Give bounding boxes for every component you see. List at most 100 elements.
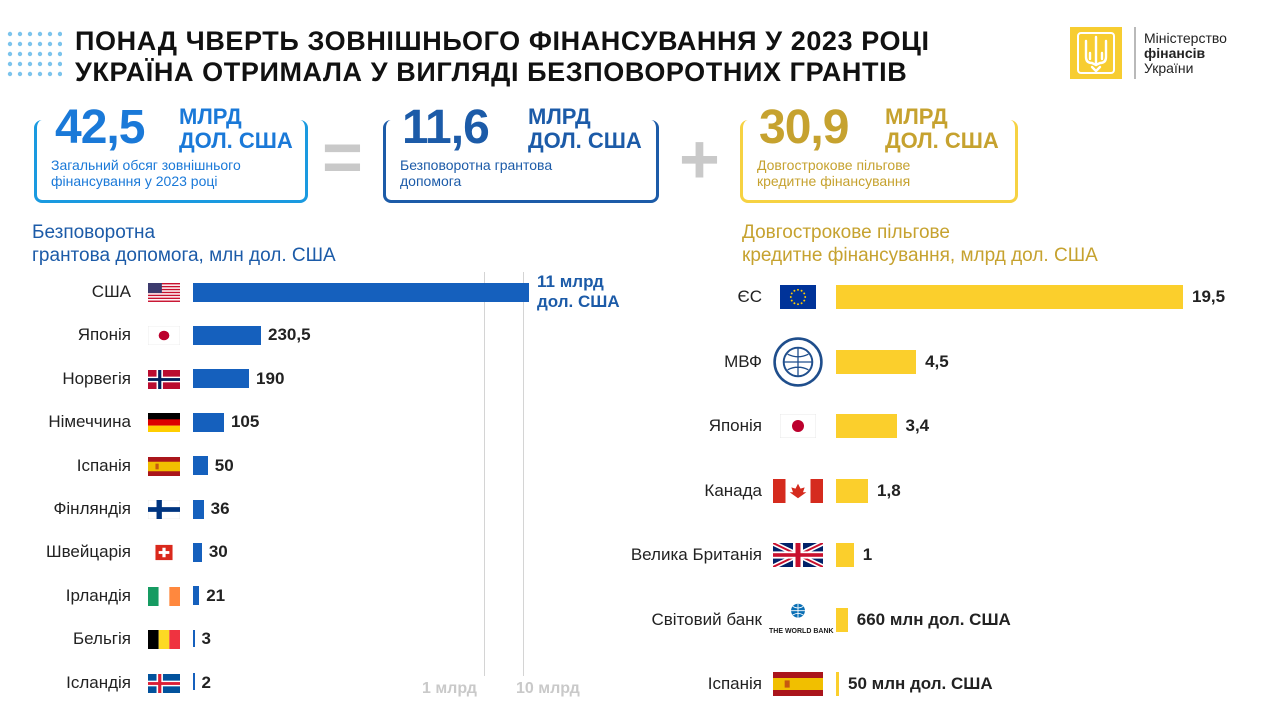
total-number: 42,5 — [51, 104, 149, 152]
bar — [836, 285, 1183, 309]
flag-ca-icon — [773, 478, 823, 508]
bar — [193, 629, 195, 647]
loans-desc-1: Довгострокове пільгове — [757, 157, 911, 173]
data-label: 50 — [214, 455, 234, 475]
logo-line-2: фінансів — [1144, 44, 1206, 61]
data-label: 4,5 — [925, 351, 949, 371]
bar — [193, 586, 200, 606]
grid-line-2 — [523, 272, 524, 676]
bar — [836, 607, 848, 632]
total-desc-2: фінансування у 2023 році — [51, 173, 218, 189]
category-label: Норвегія — [62, 368, 131, 388]
logo-line-1: Міністерство — [1144, 29, 1227, 46]
flag-imf-icon — [772, 336, 824, 393]
category-label: США — [91, 282, 131, 301]
flag-eu-icon — [780, 285, 816, 314]
loans-unit-1: МЛРД — [885, 104, 948, 129]
flag-be-icon — [148, 630, 180, 654]
bar — [193, 499, 204, 519]
loans-desc-2: кредитне фінансування — [757, 173, 911, 189]
logo-line-3: України — [1144, 59, 1194, 76]
flag-gb-icon — [771, 541, 825, 572]
flag-ch-icon — [148, 543, 180, 567]
grants-chart-title-2: грантова допомога, млн дол. США — [32, 245, 336, 266]
data-label: 21 — [206, 585, 226, 605]
flag-jp-icon — [147, 326, 181, 350]
data-label: 30 — [208, 542, 228, 562]
grants-number: 11,6 — [398, 104, 493, 152]
bar — [836, 349, 917, 374]
data-label-line-2: дол. США — [537, 292, 620, 311]
grants-chart-title: Безповоротна грантова допомога, млн дол.… — [32, 221, 336, 267]
category-label: Світовий банк — [651, 609, 762, 629]
bar — [193, 673, 195, 691]
grants-desc-2: допомога — [400, 173, 462, 189]
loans-chart-title-1: Довгострокове пільгове — [742, 222, 950, 243]
total-desc-1: Загальний обсяг зовнішнього — [51, 157, 241, 173]
bar — [193, 412, 224, 432]
total-unit-1: МЛРД — [179, 104, 242, 129]
bar — [836, 672, 839, 696]
data-label: 1,8 — [877, 480, 901, 500]
category-label: МВФ — [724, 351, 762, 371]
loans-chart-title-2: кредитне фінансування, млрд дол. США — [742, 245, 1098, 266]
dots-decoration — [7, 31, 62, 77]
category-label: Велика Британія — [630, 545, 762, 564]
grants-chart-title-1: Безповоротна — [32, 222, 156, 243]
loans-number: 30,9 — [755, 104, 853, 152]
flag-us-icon — [148, 283, 180, 307]
total-unit-2: ДОЛ. США — [179, 128, 293, 153]
flag-wb-icon — [770, 602, 826, 633]
total-box: 42,5 МЛРД ДОЛ. США Загальний обсяг зовні… — [34, 104, 308, 203]
category-label: Німеччина — [48, 412, 131, 432]
bar — [836, 543, 854, 567]
flag-de-icon — [148, 413, 180, 437]
flag-fi-icon — [147, 499, 181, 524]
category-label: Фінляндія — [53, 499, 131, 518]
data-label: 19,5 — [1192, 287, 1226, 306]
data-label: 190 — [256, 368, 285, 388]
title-line-2: Україна отримала у вигляді безповоротних… — [75, 57, 908, 87]
category-label: Японія — [708, 416, 762, 435]
category-label: Японія — [77, 325, 131, 345]
data-label: 105 — [230, 412, 260, 432]
category-label: Канада — [704, 480, 762, 500]
axis-tick-label: 10 млрд — [516, 680, 580, 697]
bar — [836, 478, 869, 503]
bar — [193, 282, 529, 302]
category-label: Бельгія — [72, 629, 131, 649]
loans-box: 30,9 МЛРД ДОЛ. США Довгострокове пільгов… — [740, 104, 1018, 203]
bar — [193, 542, 202, 562]
data-label: 11 млрд дол. США — [537, 272, 620, 312]
data-label: 50 млн дол. США — [848, 674, 993, 693]
equals-sign: = — [322, 118, 363, 196]
flag-es-icon — [773, 672, 823, 701]
data-label: 3,4 — [905, 416, 930, 435]
category-label: Іспанія — [707, 674, 762, 693]
bar — [193, 369, 250, 389]
grants-unit-1: МЛРД — [528, 104, 591, 129]
grid-line-1 — [484, 272, 485, 676]
grants-unit-2: ДОЛ. США — [528, 128, 642, 153]
bar — [193, 456, 208, 476]
category-label: ЄС — [737, 287, 763, 306]
bar — [836, 414, 897, 438]
flag-es-icon — [148, 456, 180, 481]
data-label: 660 млн дол. США — [856, 609, 1011, 629]
page-title: Понад чверть зовнішнього фінансування у … — [75, 26, 1035, 88]
trident-icon — [1070, 27, 1122, 79]
category-label: Ірландія — [65, 585, 131, 605]
category-label: Швейцарія — [46, 542, 131, 562]
category-label: Іспанія — [76, 455, 131, 475]
title-line-1: Понад чверть зовнішнього фінансування у … — [75, 26, 930, 56]
grants-desc-1: Безповоротна грантова — [400, 157, 553, 173]
data-label: 36 — [210, 499, 230, 518]
category-label: Ісландія — [66, 672, 131, 692]
data-label: 1 — [862, 545, 873, 564]
axis-tick-label: 1 млрд — [422, 680, 477, 697]
flag-jp-icon — [779, 413, 817, 443]
data-label: 3 — [201, 629, 211, 649]
plus-sign: + — [679, 120, 720, 198]
ministry-logo: Міністерство фінансів України — [1070, 27, 1227, 79]
bar — [193, 325, 261, 345]
